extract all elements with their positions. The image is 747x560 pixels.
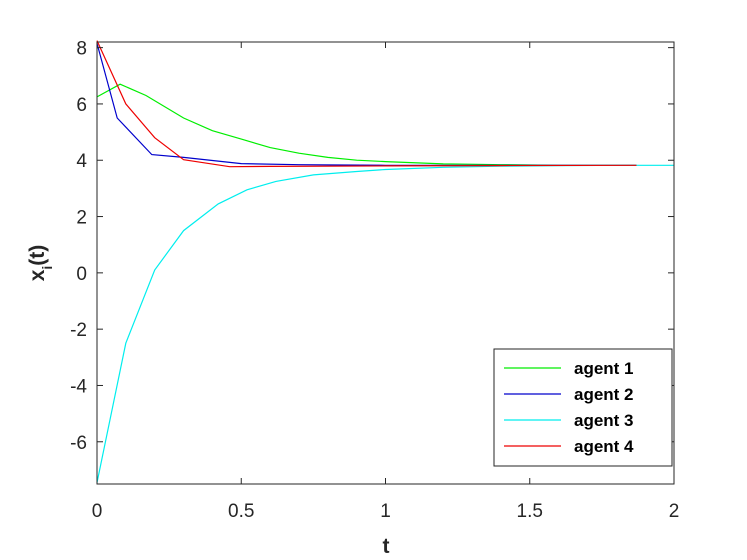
- y-tick-label: -2: [70, 320, 87, 341]
- ticks-layer: 0 0.5 1 1.5 2 -6 -4 -2 0 2 4 6 8: [70, 39, 679, 522]
- legend-label: agent 2: [574, 385, 634, 404]
- legend-label: agent 1: [574, 359, 634, 378]
- series-line-agent-4: [96, 40, 637, 168]
- x-axis-label: t: [383, 535, 390, 558]
- y-tick-label: 0: [76, 264, 87, 285]
- x-tick-label: 1.5: [517, 501, 543, 522]
- x-tick-label: 2: [669, 501, 680, 522]
- x-tick-label: 1: [380, 501, 391, 522]
- y-axis-label: xi(t): [26, 245, 55, 282]
- y-tick-label: 8: [76, 39, 87, 60]
- legend-label: agent 4: [574, 437, 634, 456]
- y-tick-label: -4: [70, 376, 87, 397]
- y-tick-label: 2: [76, 208, 87, 229]
- legend: agent 1 agent 2 agent 3 agent 4: [493, 348, 673, 467]
- legend-label: agent 3: [574, 411, 634, 430]
- series-line-agent-1: [96, 83, 637, 166]
- series-layer: [96, 40, 674, 483]
- y-tick-label: 6: [76, 95, 87, 116]
- x-tick-label: 0: [92, 501, 103, 522]
- y-tick-label: -6: [70, 433, 87, 454]
- x-tick-label: 0.5: [228, 501, 254, 522]
- y-tick-label: 4: [76, 151, 87, 172]
